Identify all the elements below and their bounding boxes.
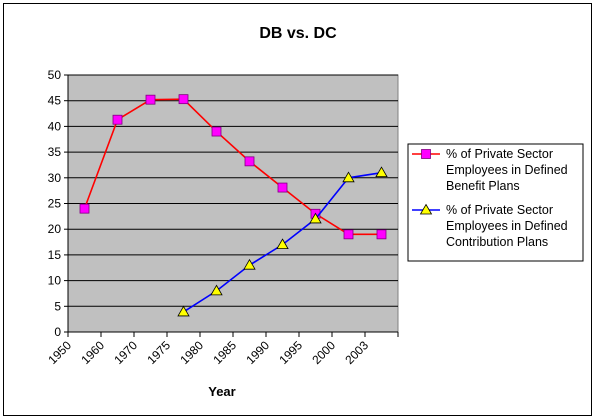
x-tick-label: 2000 (309, 338, 338, 367)
series-2-point (342, 171, 355, 183)
series-2-point (375, 166, 388, 178)
series-2-point (309, 212, 322, 224)
series-1-point (178, 94, 189, 105)
legend-box (407, 143, 584, 262)
series-2-point (210, 284, 223, 296)
series-1-point (79, 203, 90, 214)
y-tick-labels: 0 5 10 15 20 25 30 35 40 45 50 (48, 68, 68, 339)
y-tick-label: 45 (48, 94, 62, 108)
x-axis-label: Year (208, 384, 235, 399)
legend-swatch-marker (421, 149, 431, 159)
series-2-point (177, 305, 190, 317)
y-tick-label: 20 (48, 222, 62, 236)
x-tick-label: 1975 (144, 338, 173, 367)
y-tick-label: 25 (48, 197, 62, 211)
series-1-point (112, 114, 123, 125)
legend-entry-2: % of Private Sector Employees in Defined C… (446, 203, 568, 249)
x-tick-label: 1985 (210, 338, 239, 367)
x-tick-label: 1970 (111, 338, 140, 367)
chart-title: DB vs. DC (259, 25, 337, 42)
y-tick-label: 30 (48, 171, 62, 185)
y-tick-label: 15 (48, 248, 62, 262)
series-1-point (211, 126, 222, 137)
y-tick-label: 10 (48, 274, 62, 288)
x-tick-label: 2003 (342, 338, 371, 367)
y-tick-label: 40 (48, 119, 62, 133)
x-tick-label: 1950 (45, 338, 74, 367)
x-tick-label: 1990 (243, 338, 272, 367)
x-tick-label: 1980 (177, 338, 206, 367)
x-tick-labels: 1950 1960 1970 1975 1980 1985 1990 1995 2000 2003 (45, 332, 399, 367)
series-1-point (244, 156, 255, 167)
y-tick-label: 50 (48, 68, 62, 82)
series-1-line (83, 98, 382, 236)
x-tick-label: 1995 (276, 338, 305, 367)
y-tick-label: 0 (54, 325, 61, 339)
y-tick-label: 5 (54, 299, 61, 313)
x-tick-label: 1960 (78, 338, 107, 367)
y-tick-label: 35 (48, 145, 62, 159)
series-1-point (145, 94, 156, 105)
series-1-point (376, 229, 387, 240)
series-1-point (277, 182, 288, 193)
series-group (79, 94, 388, 317)
gridlines (68, 74, 398, 307)
legend-entry-1: % of Private Sector Employees in Defined B… (446, 147, 568, 193)
legend-swatch-marker (419, 203, 433, 215)
legend: % of Private Sector Employees in Defined B… (407, 143, 584, 262)
series-1-point (343, 229, 354, 240)
series-2-point (276, 238, 289, 250)
series-2-point (243, 258, 256, 270)
